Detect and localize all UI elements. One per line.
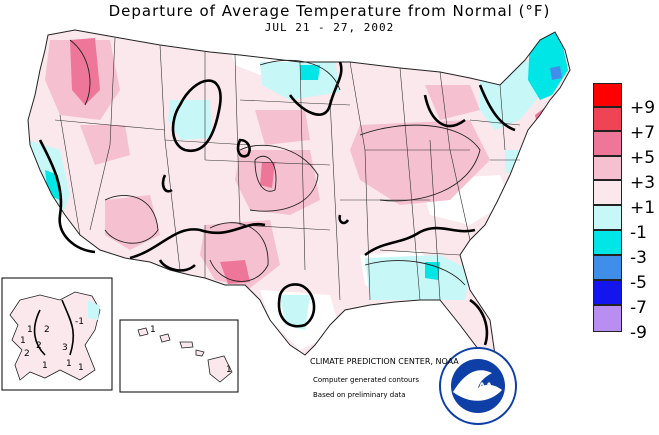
legend-swatch-plus5 — [593, 131, 622, 156]
legend-label-minus7: -7 — [630, 298, 647, 318]
noaa-logo-text: NOAA — [464, 382, 493, 392]
legend-swatch-minus5 — [593, 255, 622, 280]
alaska-contour-label: 1 — [20, 336, 26, 346]
alaska-contour-label: 2 — [44, 325, 50, 335]
credit-center: CLIMATE PREDICTION CENTER, NOAA — [310, 357, 459, 366]
alaska-contour-label: 2 — [36, 341, 42, 351]
legend-label-minus1: -1 — [630, 223, 647, 243]
map-title: Departure of Average Temperature from No… — [108, 2, 551, 20]
legend-label-plus1: +1 — [630, 198, 656, 218]
hawaii-contour-label: 1 — [226, 365, 232, 375]
hawaii-islands — [137, 327, 233, 383]
legend-label-minus3: -3 — [630, 248, 647, 268]
alaska-contour-label: 1 — [78, 363, 84, 373]
hawaii-contour-label: 1 — [150, 325, 156, 335]
alaska-cool-area — [88, 300, 100, 320]
alaska-contour-label: 1 — [27, 325, 33, 335]
legend-label-plus9: +9 — [630, 98, 656, 118]
alaska-land — [9, 291, 101, 381]
alaska-contour-label: 1 — [42, 361, 48, 371]
alaska-contours — [33, 299, 75, 356]
alaska-contour-label: -1 — [75, 317, 84, 327]
alaska-contour-label: 3 — [62, 343, 68, 353]
legend-label-minus5: -5 — [630, 273, 647, 293]
legend-swatch-minus3 — [593, 230, 622, 255]
legend-swatch-plus3 — [593, 156, 622, 180]
thin-contours — [69, 39, 481, 286]
alaska-contour-label: 2 — [24, 349, 30, 359]
legend-label-plus5: +5 — [630, 148, 656, 168]
legend-label-plus3: +3 — [630, 173, 656, 193]
legend-swatch-plus7 — [593, 107, 622, 131]
legend-swatch-plus9 — [593, 83, 622, 107]
legend-label-minus9: -9 — [630, 323, 647, 343]
anomaly-fields — [28, 32, 568, 350]
noaa-logo: NOAA — [439, 347, 517, 425]
credit-line1: Computer generated contours — [313, 376, 419, 384]
legend-swatch-minus1 — [593, 205, 622, 230]
credit-line2: Based on preliminary data — [313, 391, 406, 399]
legend-label-plus7: +7 — [630, 123, 656, 143]
legend-swatch-minus7 — [593, 280, 622, 305]
legend-swatch-minus9 — [593, 305, 622, 332]
alaska-contour-label: 1 — [66, 359, 72, 369]
legend-swatch-plus1 — [593, 180, 622, 205]
date-range: JUL 21 - 27, 2002 — [264, 21, 395, 34]
